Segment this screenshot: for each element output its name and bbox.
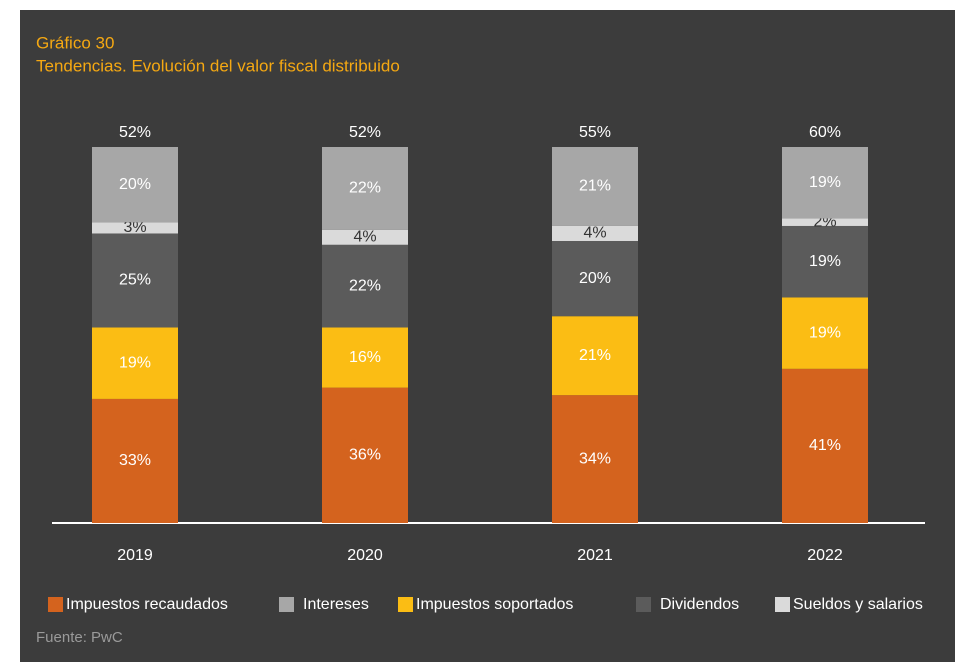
data-label: 3%	[123, 219, 146, 236]
legend-swatch	[775, 597, 790, 612]
bar-segment	[782, 368, 868, 523]
source: Fuente: PwC	[36, 629, 123, 646]
legend-swatch	[48, 597, 63, 612]
bar-segment	[322, 229, 408, 245]
chart-title: Gráfico 30	[36, 33, 114, 52]
data-label: 19%	[809, 174, 841, 191]
top-label: 55%	[579, 124, 611, 141]
chart-subtitle: Tendencias. Evolución del valor fiscal d…	[36, 56, 400, 75]
legend-label: Impuestos soportados	[416, 596, 573, 613]
bar-segment	[782, 147, 868, 219]
bar-segment	[92, 327, 178, 399]
bar-segment	[552, 395, 638, 523]
data-label: 25%	[119, 272, 151, 289]
bar-segment	[92, 398, 178, 523]
data-label: 22%	[349, 180, 381, 197]
data-label: 19%	[809, 324, 841, 341]
bar-segment	[552, 241, 638, 317]
bar-segment	[92, 233, 178, 328]
legend-swatch	[398, 597, 413, 612]
bar-segment	[322, 244, 408, 328]
data-label: 19%	[809, 253, 841, 270]
data-label: 36%	[349, 447, 381, 464]
data-label: 41%	[809, 437, 841, 454]
legend-label: Sueldos y salarios	[793, 596, 923, 613]
data-label: 4%	[583, 225, 606, 242]
data-label: 34%	[579, 450, 611, 467]
bar-segment	[782, 225, 868, 298]
bar-segment	[552, 316, 638, 396]
bar-segment	[92, 222, 178, 234]
bar-segment	[782, 297, 868, 369]
bar-segment	[782, 218, 868, 226]
data-label: 21%	[579, 178, 611, 195]
x-tick-label: 2021	[577, 547, 613, 564]
bar-segment	[552, 147, 638, 226]
data-label: 33%	[119, 452, 151, 469]
legend-label: Intereses	[303, 596, 369, 613]
x-tick-label: 2022	[807, 547, 843, 564]
top-label: 52%	[119, 124, 151, 141]
data-label: 19%	[119, 354, 151, 371]
legend-label: Dividendos	[660, 596, 739, 613]
x-tick-label: 2019	[117, 547, 153, 564]
legend-swatch	[279, 597, 294, 612]
data-label: 20%	[579, 270, 611, 287]
bar-segment	[322, 387, 408, 523]
legend-swatch	[636, 597, 651, 612]
top-label: 52%	[349, 124, 381, 141]
legend-label: Impuestos recaudados	[66, 596, 228, 613]
bar-segment	[92, 147, 178, 223]
bar-segment	[322, 327, 408, 388]
data-label: 21%	[579, 347, 611, 364]
data-label: 4%	[353, 228, 376, 245]
data-label: 16%	[349, 349, 381, 366]
bar-segment	[552, 225, 638, 241]
data-label: 22%	[349, 277, 381, 294]
x-tick-label: 2020	[347, 547, 383, 564]
top-label: 60%	[809, 124, 841, 141]
data-label: 20%	[119, 176, 151, 193]
bar-segment	[322, 147, 408, 230]
